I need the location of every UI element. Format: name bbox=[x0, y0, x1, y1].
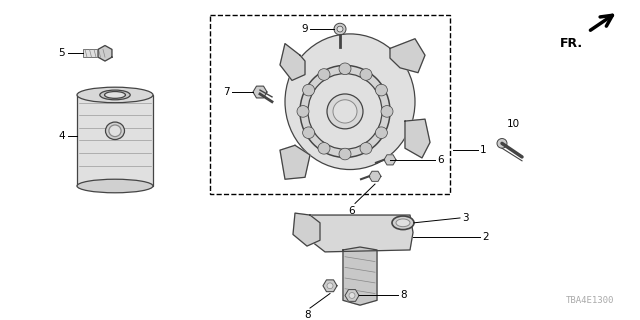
Polygon shape bbox=[253, 86, 267, 98]
Circle shape bbox=[327, 283, 333, 289]
Text: FR.: FR. bbox=[560, 36, 583, 50]
Polygon shape bbox=[369, 171, 381, 181]
Ellipse shape bbox=[109, 125, 121, 137]
Text: 6: 6 bbox=[349, 206, 355, 216]
Polygon shape bbox=[345, 290, 359, 301]
Ellipse shape bbox=[77, 179, 153, 193]
Circle shape bbox=[303, 127, 315, 139]
Ellipse shape bbox=[106, 122, 125, 140]
Polygon shape bbox=[323, 280, 337, 292]
Text: 4: 4 bbox=[58, 131, 65, 140]
Ellipse shape bbox=[104, 92, 125, 98]
Circle shape bbox=[297, 106, 309, 117]
Ellipse shape bbox=[100, 90, 130, 100]
Circle shape bbox=[333, 100, 357, 123]
Circle shape bbox=[337, 26, 343, 32]
Text: 8: 8 bbox=[400, 291, 406, 300]
Bar bbox=[210, 14, 450, 194]
Circle shape bbox=[381, 106, 393, 117]
Ellipse shape bbox=[396, 219, 410, 227]
Text: 8: 8 bbox=[305, 310, 311, 320]
Polygon shape bbox=[390, 39, 425, 73]
Circle shape bbox=[334, 23, 346, 35]
Polygon shape bbox=[280, 44, 305, 80]
Text: 1: 1 bbox=[480, 145, 486, 155]
Circle shape bbox=[327, 94, 363, 129]
Text: 5: 5 bbox=[58, 48, 65, 58]
Text: 9: 9 bbox=[301, 24, 308, 34]
Circle shape bbox=[497, 139, 507, 148]
Circle shape bbox=[360, 69, 372, 80]
Circle shape bbox=[303, 84, 315, 96]
Circle shape bbox=[349, 292, 355, 298]
Polygon shape bbox=[405, 119, 430, 158]
Circle shape bbox=[376, 84, 387, 96]
Ellipse shape bbox=[308, 74, 382, 149]
Text: 7: 7 bbox=[223, 87, 230, 97]
Polygon shape bbox=[98, 45, 112, 61]
Circle shape bbox=[360, 142, 372, 154]
Text: 6: 6 bbox=[437, 155, 444, 165]
Circle shape bbox=[318, 69, 330, 80]
Ellipse shape bbox=[300, 65, 390, 157]
Circle shape bbox=[339, 63, 351, 75]
Polygon shape bbox=[280, 145, 310, 179]
Text: TBA4E1300: TBA4E1300 bbox=[566, 296, 614, 305]
Bar bbox=[83, 49, 105, 57]
Polygon shape bbox=[384, 155, 396, 165]
Circle shape bbox=[376, 127, 387, 139]
Text: 3: 3 bbox=[462, 213, 468, 223]
Polygon shape bbox=[343, 247, 377, 305]
Polygon shape bbox=[293, 213, 320, 246]
Bar bbox=[77, 95, 153, 186]
Ellipse shape bbox=[392, 216, 414, 229]
Ellipse shape bbox=[77, 87, 153, 103]
Text: 10: 10 bbox=[507, 119, 520, 129]
Circle shape bbox=[318, 142, 330, 154]
Polygon shape bbox=[310, 215, 413, 252]
Circle shape bbox=[339, 148, 351, 160]
Text: 2: 2 bbox=[482, 232, 488, 242]
Ellipse shape bbox=[285, 34, 415, 170]
